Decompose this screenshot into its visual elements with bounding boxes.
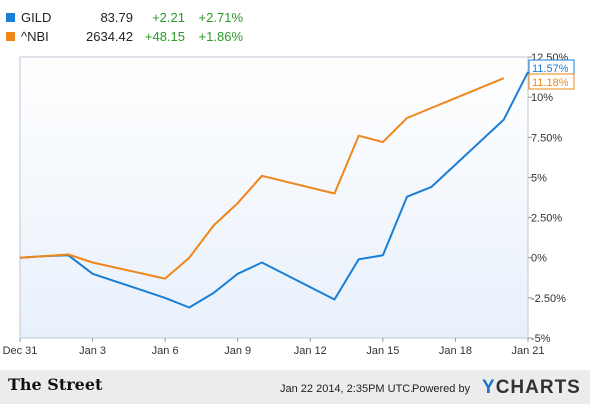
x-tick-label: Jan 15 [366, 345, 399, 357]
y-tick-label: 0% [531, 253, 547, 265]
nbi-symbol: ^NBI [21, 29, 49, 44]
ycharts-logo-text: CHARTS [495, 377, 581, 398]
nbi-swatch [6, 32, 15, 41]
gild-change-pct: +2.71% [198, 10, 243, 25]
gild-swatch [6, 13, 15, 22]
y-tick-label: 7.50% [531, 132, 562, 144]
gild-price: 83.79 [100, 10, 133, 25]
end-labels: 11.57% 11.18% [528, 59, 575, 90]
legend: GILD 83.79 +2.21 +2.71% ^NBI 2634.42 +48… [6, 8, 243, 46]
x-tick-label: Jan 18 [439, 345, 472, 357]
x-tick-label: Jan 3 [79, 345, 106, 357]
nbi-change: +48.15 [144, 29, 185, 44]
x-tick-label: Jan 9 [224, 345, 251, 357]
y-tick-label: 5% [531, 172, 547, 184]
gild-symbol: GILD [21, 10, 52, 25]
x-tick-label: Dec 31 [3, 345, 38, 357]
series-line-nbi[interactable] [19, 77, 505, 280]
thestreet-logo[interactable]: The Street [8, 375, 103, 394]
x-tick-label: Jan 12 [294, 345, 327, 357]
legend-row-gild[interactable]: GILD 83.79 +2.21 +2.71% [6, 8, 243, 27]
y-axis: 12.50%10%7.50%5%2.50%0%-2.50%-5% [528, 52, 569, 345]
ycharts-logo-y: Y [482, 377, 496, 398]
y-tick-label: 2.50% [531, 213, 562, 225]
end-label-text: 11.18% [532, 77, 569, 89]
x-axis: Dec 31 Jan 3 Jan 6 Jan 9 Jan 12 Jan 15 Jan 18 J… [3, 338, 545, 357]
end-label-box [528, 73, 575, 90]
series-line-gild[interactable] [19, 71, 529, 309]
footer: The Street Jan 22 2014, 2:35PM UTC. Powe… [0, 370, 590, 404]
y-tick-label: 10% [531, 92, 553, 104]
line-chart: Dec 31 Jan 3 Jan 6 Jan 9 Jan 12 Jan 15 Jan 18 J… [3, 52, 575, 357]
series-lines [19, 71, 529, 309]
x-tick-label: Jan 6 [152, 345, 179, 357]
powered-by-label: Powered by [412, 383, 471, 395]
end-label-text: 11.57% [532, 63, 569, 75]
nbi-change-pct: +1.86% [198, 29, 243, 44]
legend-row-nbi[interactable]: ^NBI 2634.42 +48.15 +1.86% [6, 27, 243, 46]
ycharts-logo[interactable]: YCHARTS [482, 377, 581, 399]
y-tick-label: -2.50% [531, 293, 566, 305]
timestamp: Jan 22 2014, 2:35PM UTC. [280, 383, 414, 395]
gild-change: +2.21 [152, 10, 185, 25]
y-tick-label: -5% [531, 333, 551, 345]
nbi-price: 2634.42 [86, 29, 133, 44]
x-tick-label: Jan 21 [511, 345, 544, 357]
